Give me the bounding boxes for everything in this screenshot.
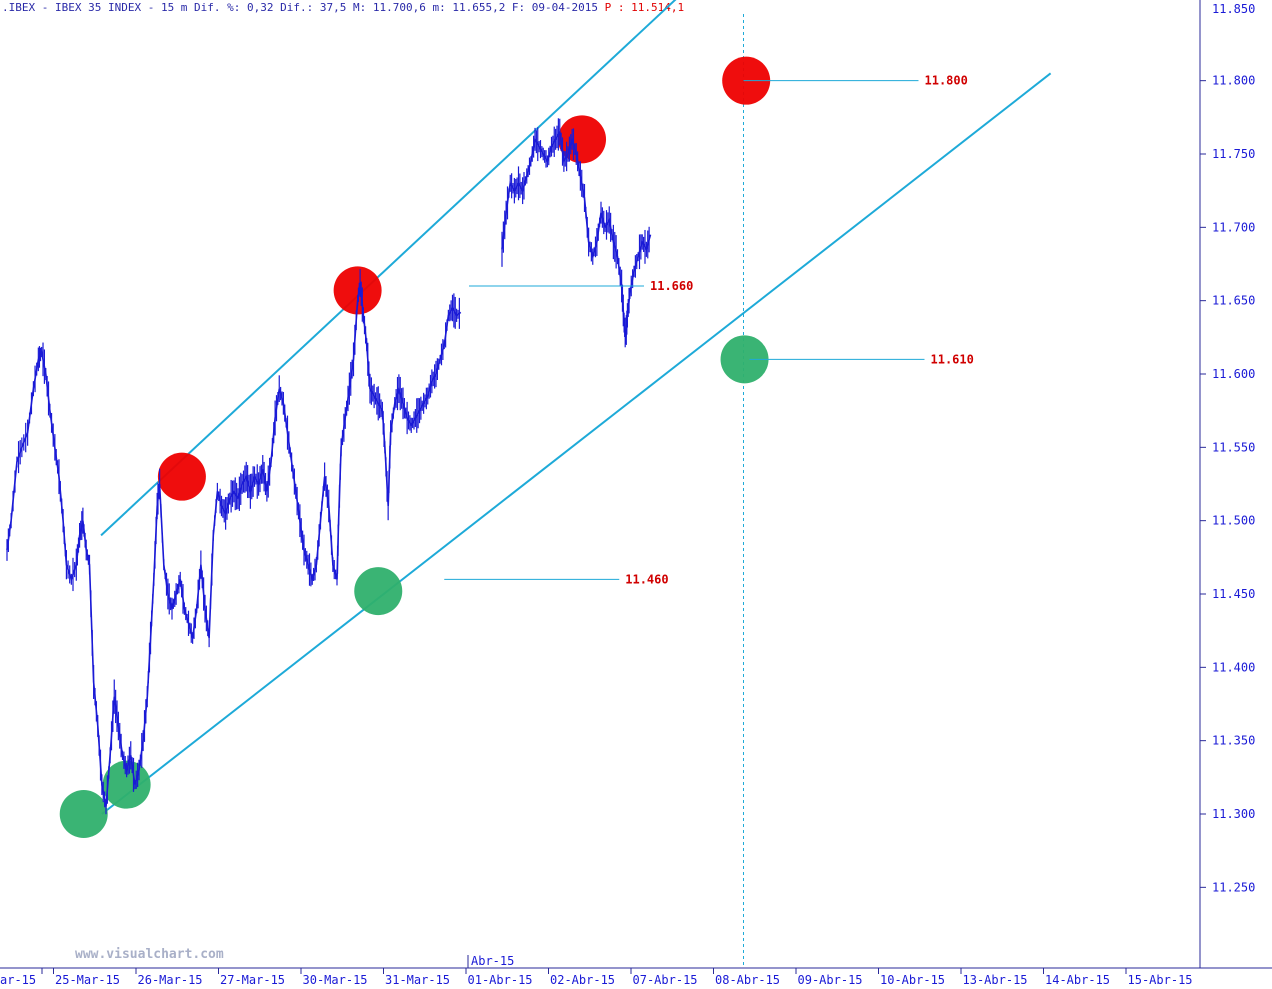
- resistance-circle: [558, 115, 607, 164]
- x-tick-label: 01-Abr-15: [468, 973, 533, 987]
- y-tick-label: 11.650: [1212, 294, 1255, 308]
- support-circle: [720, 335, 769, 384]
- x-tick-label: 09-Abr-15: [798, 973, 863, 987]
- y-tick-label: 11.250: [1212, 880, 1255, 894]
- month-marker-label: Abr-15: [471, 954, 514, 968]
- x-tick-label: 31-Mar-15: [385, 973, 450, 987]
- price-series-line: [6, 129, 652, 807]
- x-tick-label: 10-Abr-15: [880, 973, 945, 987]
- level-label-resistance: 11.660: [650, 279, 693, 293]
- channel-line-lower: [101, 72, 1052, 815]
- y-tick-label-top: 11.850: [1212, 2, 1255, 16]
- y-tick-label: 11.300: [1212, 807, 1255, 821]
- level-label-support: 11.610: [931, 352, 974, 366]
- y-tick-label: 11.750: [1212, 147, 1255, 161]
- x-tick-label: 14-Abr-15: [1045, 973, 1110, 987]
- y-tick-label: 11.350: [1212, 734, 1255, 748]
- x-tick-label: 02-Abr-15: [550, 973, 615, 987]
- x-tick-label: 27-Mar-15: [220, 973, 285, 987]
- support-circle: [354, 567, 403, 616]
- channel-line-upper: [100, 0, 677, 537]
- header-info: .IBEX - IBEX 35 INDEX - 15 m Dif. %: 0,3…: [2, 1, 599, 14]
- level-label-resistance: 11.800: [925, 74, 968, 88]
- x-tick-label: 30-Mar-15: [303, 973, 368, 987]
- x-tick-label: 26-Mar-15: [138, 973, 203, 987]
- support-circle: [59, 790, 108, 838]
- x-tick-label: 13-Abr-15: [963, 973, 1028, 987]
- level-label-support: 11.460: [625, 572, 668, 586]
- y-tick-label: 11.550: [1212, 440, 1255, 454]
- x-tick-label: 15-Abr-15: [1128, 973, 1193, 987]
- x-tick-label: 08-Abr-15: [715, 973, 780, 987]
- y-tick-label: 11.400: [1212, 660, 1255, 674]
- resistance-circle: [157, 452, 206, 501]
- y-tick-label: 11.600: [1212, 367, 1255, 381]
- y-tick-label: 11.450: [1212, 587, 1255, 601]
- x-tick-label: 07-Abr-15: [633, 973, 698, 987]
- y-tick-label: 11.500: [1212, 514, 1255, 528]
- watermark: www.visualchart.com: [75, 947, 224, 962]
- x-tick-label: 25-Mar-15: [55, 973, 120, 987]
- y-tick-label: 11.800: [1212, 74, 1255, 88]
- x-tick-label: ar-15: [0, 973, 36, 987]
- resistance-circle: [333, 266, 382, 315]
- y-tick-label: 11.700: [1212, 220, 1255, 234]
